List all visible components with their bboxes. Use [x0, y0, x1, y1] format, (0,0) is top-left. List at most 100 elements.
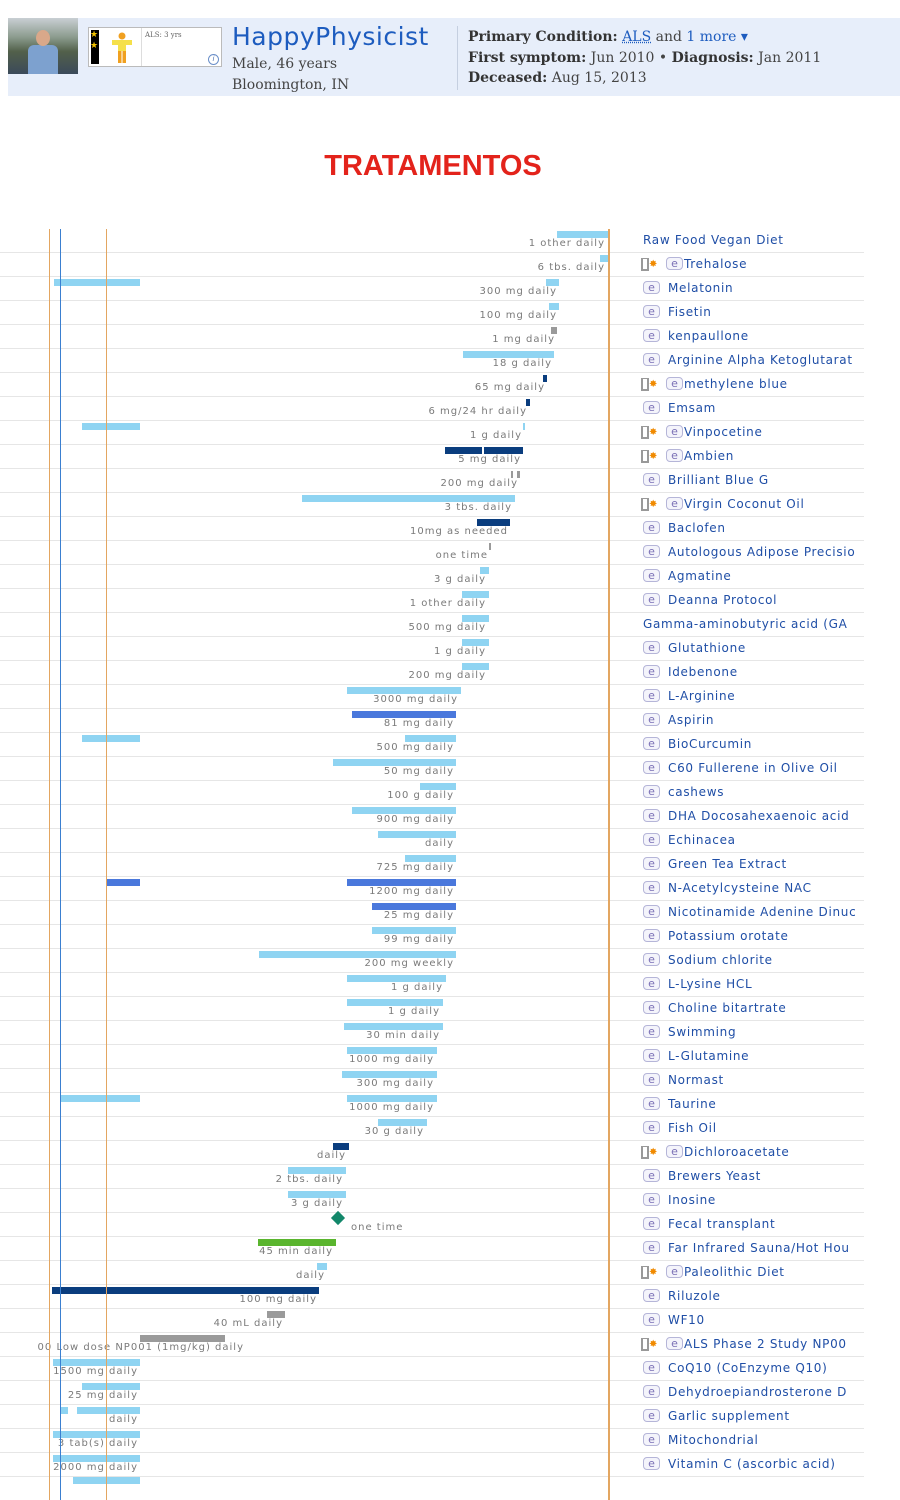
evaluation-icon[interactable]: e	[643, 1433, 660, 1446]
treatment-name-link[interactable]: N-Acetylcysteine NAC	[668, 881, 812, 895]
treatment-bar[interactable]	[484, 447, 523, 454]
treatment-bar[interactable]	[405, 855, 456, 862]
evaluation-icon[interactable]: e	[643, 1457, 660, 1470]
treatment-bar[interactable]	[462, 663, 489, 670]
username[interactable]: HappyPhysicist	[232, 22, 429, 51]
treatment-name-link[interactable]: Aspirin	[668, 713, 715, 727]
treatment-name-link[interactable]: Deanna Protocol	[668, 593, 778, 607]
treatment-bar[interactable]	[463, 351, 554, 358]
treatment-bar[interactable]	[347, 999, 443, 1006]
treatment-bar[interactable]	[352, 711, 366, 718]
evaluation-icon[interactable]: e	[643, 1361, 660, 1374]
treatment-bar[interactable]	[372, 903, 456, 910]
treatment-bar[interactable]	[523, 423, 525, 430]
treatment-name-link[interactable]: Arginine Alpha Ketoglutarat	[668, 353, 853, 367]
treatment-name-link[interactable]: Potassium orotate	[668, 929, 789, 943]
treatment-name-link[interactable]: Autologous Adipose Precisio	[668, 545, 856, 559]
treatment-name-link[interactable]: Idebenone	[668, 665, 738, 679]
evaluation-icon[interactable]: e	[643, 953, 660, 966]
treatment-bar[interactable]	[53, 1431, 140, 1438]
treatment-bar[interactable]	[344, 1023, 443, 1030]
info-icon[interactable]: i	[208, 54, 219, 65]
evaluation-icon[interactable]: e	[666, 425, 683, 438]
treatment-name-link[interactable]: Trehalose	[684, 257, 748, 271]
treatment-bar[interactable]	[462, 639, 489, 646]
treatment-bar[interactable]	[333, 1143, 349, 1150]
treatment-name-link[interactable]: Green Tea Extract	[668, 857, 787, 871]
treatment-bar[interactable]	[347, 687, 461, 694]
evaluation-icon[interactable]: e	[643, 761, 660, 774]
treatment-bar[interactable]	[347, 879, 456, 886]
treatment-name-link[interactable]: C60 Fullerene in Olive Oil	[668, 761, 838, 775]
treatment-name-link[interactable]: Virgin Coconut Oil	[684, 497, 805, 511]
treatment-name-link[interactable]: methylene blue	[684, 377, 788, 391]
evaluation-icon[interactable]: e	[643, 569, 660, 582]
evaluation-icon[interactable]: e	[643, 737, 660, 750]
treatment-name-link[interactable]: L-Glutamine	[668, 1049, 750, 1063]
evaluation-icon[interactable]: e	[643, 593, 660, 606]
treatment-bar[interactable]	[347, 1095, 437, 1102]
evaluation-icon[interactable]: e	[666, 377, 683, 390]
treatment-name-link[interactable]: L-Arginine	[668, 689, 736, 703]
evaluation-icon[interactable]: e	[643, 833, 660, 846]
evaluation-icon[interactable]: e	[643, 929, 660, 942]
treatment-name-link[interactable]: Fisetin	[668, 305, 712, 319]
treatment-bar[interactable]	[342, 1071, 437, 1078]
treatment-name-link[interactable]: Baclofen	[668, 521, 726, 535]
evaluation-icon[interactable]: e	[643, 689, 660, 702]
evaluation-icon[interactable]: e	[643, 545, 660, 558]
evaluation-icon[interactable]: e	[643, 1169, 660, 1182]
evaluation-icon[interactable]: e	[643, 1409, 660, 1422]
treatment-name-link[interactable]: Vinpocetine	[684, 425, 763, 439]
treatment-bar[interactable]	[600, 255, 608, 262]
treatment-name-link[interactable]: Echinacea	[668, 833, 736, 847]
treatment-name-link[interactable]: Dehydroepiandrosterone D	[668, 1385, 848, 1399]
evaluation-icon[interactable]: e	[643, 785, 660, 798]
evaluation-icon[interactable]: e	[643, 1073, 660, 1086]
evaluation-icon[interactable]: e	[643, 1313, 660, 1326]
evaluation-icon[interactable]: e	[666, 1265, 683, 1278]
treatment-name-link[interactable]: Glutathione	[668, 641, 746, 655]
treatment-name-link[interactable]: Paleolithic Diet	[684, 1265, 785, 1279]
treatment-bar[interactable]	[517, 471, 520, 478]
evaluation-icon[interactable]: e	[643, 881, 660, 894]
treatment-bar[interactable]	[549, 303, 559, 310]
treatment-name-link[interactable]: Swimming	[668, 1025, 737, 1039]
evaluation-icon[interactable]: e	[643, 473, 660, 486]
treatment-name-link[interactable]: Gamma-aminobutyric acid (GA	[643, 617, 848, 631]
treatment-bar[interactable]	[54, 279, 140, 286]
treatment-bar[interactable]	[53, 1359, 140, 1366]
treatment-name-link[interactable]: kenpaullone	[668, 329, 749, 343]
treatment-bar[interactable]	[420, 783, 456, 790]
treatment-bar[interactable]	[526, 399, 530, 406]
treatment-bar[interactable]	[53, 1455, 140, 1462]
treatment-bar[interactable]	[511, 471, 513, 478]
treatment-bar[interactable]	[347, 975, 446, 982]
more-conditions-dropdown[interactable]: 1 more ▾	[686, 29, 748, 45]
evaluation-icon[interactable]: e	[643, 809, 660, 822]
treatment-name-link[interactable]: Brewers Yeast	[668, 1169, 762, 1183]
evaluation-icon[interactable]: e	[643, 305, 660, 318]
treatment-bar[interactable]	[259, 951, 456, 958]
treatment-name-link[interactable]: Fecal transplant	[668, 1217, 776, 1231]
treatment-bar[interactable]	[258, 1239, 336, 1246]
evaluation-icon[interactable]: e	[643, 905, 660, 918]
evaluation-icon[interactable]: e	[643, 1025, 660, 1038]
evaluation-icon[interactable]: e	[643, 1289, 660, 1302]
treatment-bar[interactable]	[445, 447, 482, 454]
treatment-bar[interactable]	[551, 327, 557, 334]
treatment-bar[interactable]	[378, 831, 456, 838]
treatment-bar[interactable]	[107, 879, 140, 886]
treatment-bar[interactable]	[60, 1407, 68, 1414]
treatment-name-link[interactable]: Dichloroacetate	[684, 1145, 790, 1159]
evaluation-icon[interactable]: e	[666, 1145, 683, 1158]
evaluation-icon[interactable]: e	[643, 1121, 660, 1134]
treatment-name-link[interactable]: Far Infrared Sauna/Hot Hou	[668, 1241, 850, 1255]
treatment-name-link[interactable]: WF10	[668, 1313, 705, 1327]
treatment-bar[interactable]	[302, 495, 515, 502]
evaluation-icon[interactable]: e	[643, 521, 660, 534]
treatment-bar[interactable]	[288, 1191, 346, 1198]
treatment-bar[interactable]	[60, 1095, 140, 1102]
treatment-bar[interactable]	[288, 1167, 346, 1174]
evaluation-icon[interactable]: e	[643, 1049, 660, 1062]
